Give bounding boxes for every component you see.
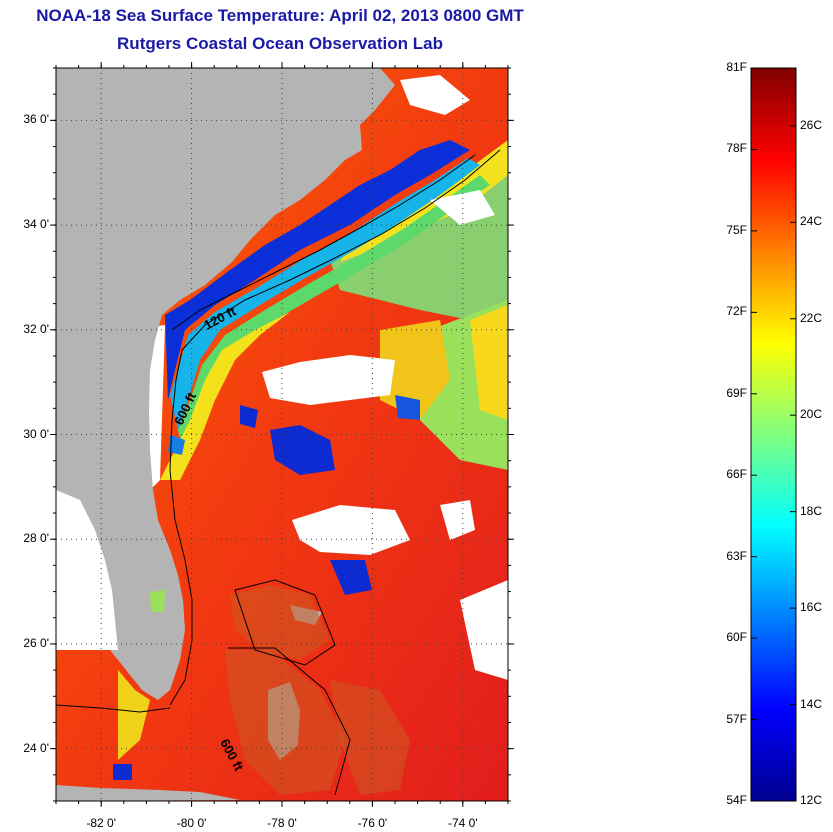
cold-patch [113, 764, 132, 780]
axis-ticks [50, 62, 514, 807]
cloud-patch [440, 500, 475, 540]
colorbar-c-label: 14C [800, 696, 823, 711]
bahamas-bank [225, 650, 345, 795]
shelf-cyan-water [170, 158, 480, 430]
isobath-florida [169, 379, 193, 706]
lat-tick-label: 34 0' [23, 217, 49, 232]
isobath-600ft [175, 149, 501, 381]
chart-subtitle: Rutgers Coastal Ocean Observation Lab [117, 34, 443, 53]
isobath-bahamas [234, 579, 336, 666]
cloud-patch [292, 505, 410, 555]
shelf-yellow-water [160, 312, 290, 480]
colorbar-c-label: 18C [800, 503, 823, 518]
colorbar-f-label: 60F [726, 630, 747, 645]
offshore-yellow-east [470, 305, 508, 420]
colorbar-f-label: 69F [726, 385, 747, 400]
colorbar-c-label: 24C [800, 214, 823, 229]
colorbar-gradient [750, 67, 797, 802]
chart-title: NOAA-18 Sea Surface Temperature: April 0… [36, 6, 524, 25]
lat-tick-label: 24 0' [23, 740, 49, 755]
graticule [56, 68, 508, 801]
lon-tick-label: -82 0' [86, 816, 117, 830]
florida-keys-yellow [118, 670, 150, 760]
cloud-patch [460, 580, 508, 680]
colorbar-f-label: 66F [726, 467, 747, 482]
lon-tick-label: -74 0' [447, 816, 478, 830]
lat-tick-label: 36 0' [23, 112, 49, 127]
lon-tick-label: -80 0' [176, 816, 207, 830]
cold-patch [168, 435, 185, 455]
isobath-bahamas [228, 647, 351, 796]
lon-tick-label: -76 0' [357, 816, 388, 830]
colorbar-f-label: 72F [726, 304, 747, 319]
lat-tick-label: 32 0' [23, 321, 49, 336]
bahamas-bank [230, 585, 330, 660]
isobath-120ft [171, 154, 476, 331]
cold-patch [240, 405, 258, 428]
colorbar-c-label: 16C [800, 600, 823, 615]
cloud-patch [262, 355, 395, 405]
colorbar-f-label: 57F [726, 711, 747, 726]
lat-tick-label: 28 0' [23, 531, 49, 546]
lat-tick-label: 26 0' [23, 635, 49, 650]
colorbar-f-label: 78F [726, 141, 747, 156]
lat-tick-label: 30 0' [23, 426, 49, 441]
cold-patch [330, 560, 372, 595]
cold-patch [395, 395, 420, 420]
cold-patch [270, 425, 335, 475]
colorbar-ticks [751, 67, 796, 802]
bahamas-bank [330, 680, 410, 795]
cuba-land [56, 785, 240, 801]
offshore-yellow-mid [380, 320, 450, 420]
cloud-patch [430, 190, 495, 225]
colorbar-c-label: 22C [800, 310, 823, 325]
colorbar-c-label: 20C [800, 407, 823, 422]
lon-tick-label: -78 0' [267, 816, 297, 830]
colorbar-f-label: 63F [726, 548, 747, 563]
isobath-keys [56, 704, 171, 713]
colorbar-f-label: 75F [726, 222, 747, 237]
colorbar-f-label: 54F [726, 793, 747, 807]
cloud-patch [400, 75, 470, 115]
us-coast-land [56, 68, 395, 700]
lake-okeechobee [150, 590, 165, 612]
colorbar-c-label: 26C [800, 117, 823, 132]
shelf-cold-water [165, 140, 470, 400]
us-coast-land-west-cloud [56, 490, 118, 650]
colorbar-f-label: 81F [726, 60, 747, 74]
colorbar-c-label: 12C [800, 793, 823, 807]
